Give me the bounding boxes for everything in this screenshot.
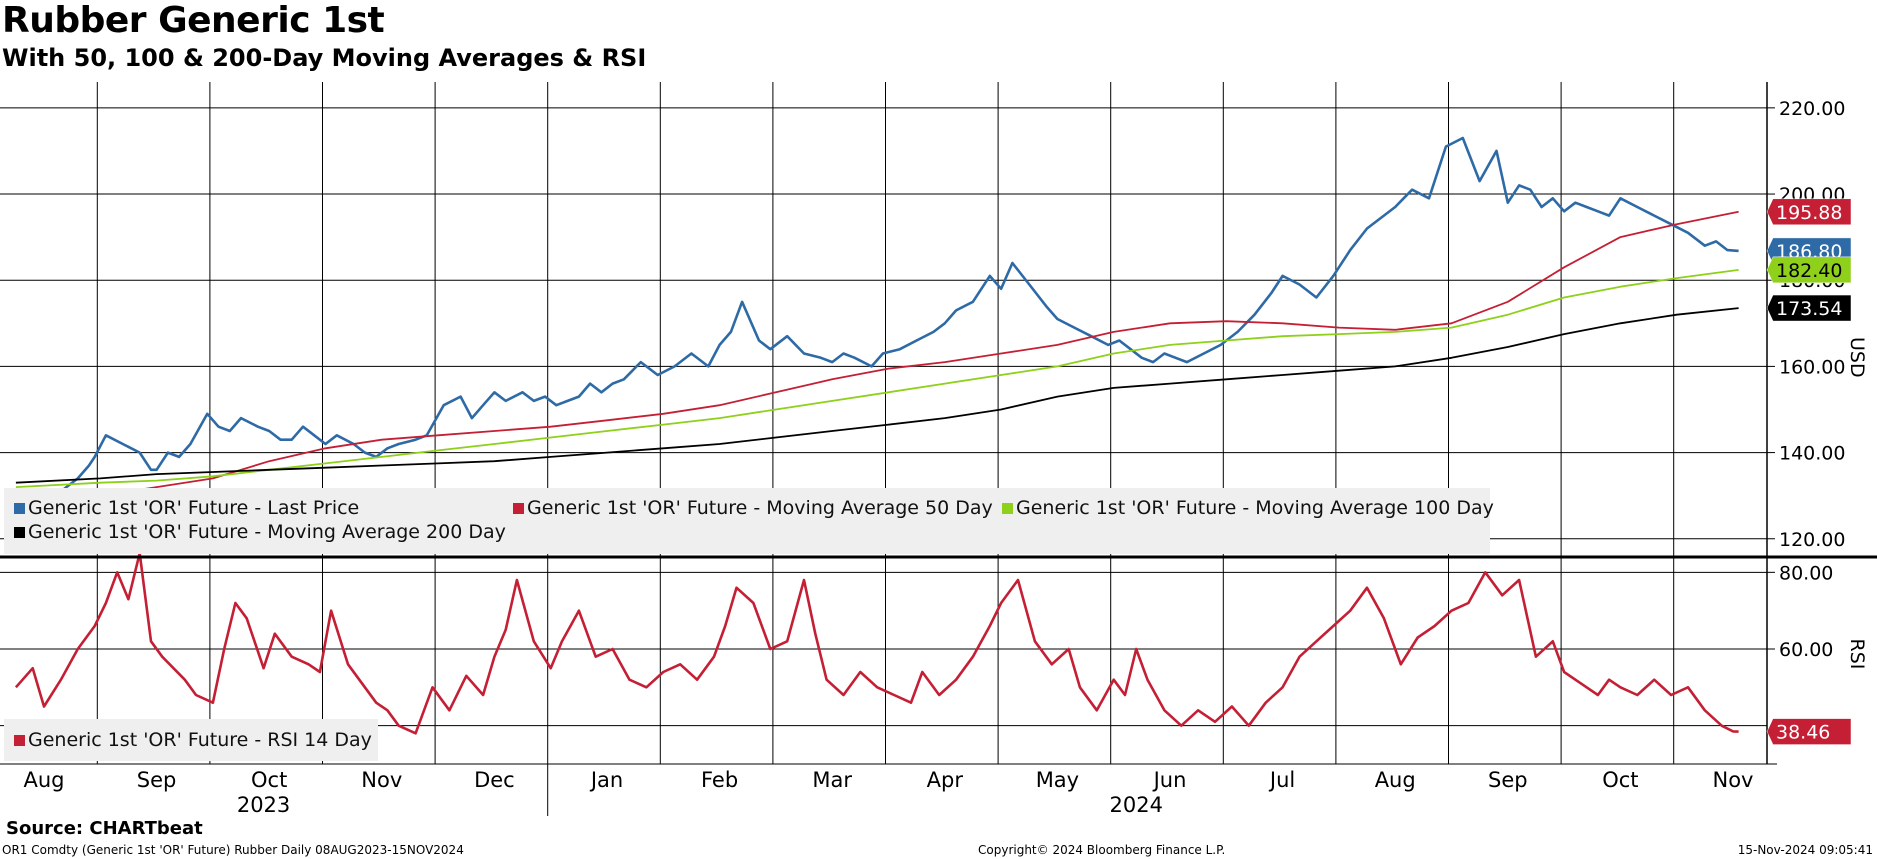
legend-label: Generic 1st 'OR' Future - Moving Average… [527, 497, 993, 519]
price-ytick-label: 220.00 [1779, 98, 1845, 120]
price-legend: Generic 1st 'OR' Future - Last Price Gen… [4, 488, 1494, 554]
axes: 220.00200.00180.00160.00140.00120.0080.0… [0, 82, 1877, 765]
legend-swatch [513, 503, 524, 514]
legend-swatch [14, 527, 25, 538]
legend-item-rsi: Generic 1st 'OR' Future - RSI 14 Day [14, 729, 372, 751]
copyright: Copyright© 2024 Bloomberg Finance L.P. [978, 843, 1226, 857]
rsi-panel-lines [14, 551, 1739, 735]
x-month-label: Jul [1268, 768, 1295, 792]
price-series-line-1 [15, 210, 1739, 497]
x-month-label: Sep [1488, 768, 1528, 792]
legend-label: Generic 1st 'OR' Future - Moving Average… [1016, 497, 1494, 519]
last-value-tag: 182.40 [1766, 256, 1852, 284]
tag-shape [1766, 718, 1852, 745]
tag-value: 38.46 [1776, 722, 1830, 744]
x-month-label: Mar [812, 768, 852, 792]
x-month-label: Jan [589, 768, 623, 792]
x-month-label: May [1036, 768, 1079, 792]
tag-shape [1766, 256, 1852, 284]
tag-value: 182.40 [1776, 260, 1842, 282]
x-month-label: Jun [1152, 768, 1187, 792]
x-month-label: Oct [1602, 768, 1638, 792]
price-series-line-2 [15, 269, 1739, 488]
legend-swatch [1002, 503, 1013, 514]
legend-item-ma100: Generic 1st 'OR' Future - Moving Average… [1002, 497, 1494, 519]
legend-label: Generic 1st 'OR' Future - Last Price [28, 497, 360, 519]
rsi-ytick-label: 60.00 [1779, 639, 1833, 661]
price-axis-title: USD [1846, 337, 1868, 378]
tag-value: 173.54 [1776, 298, 1842, 320]
chart-title: Rubber Generic 1st [2, 0, 385, 41]
x-month-label: Apr [927, 768, 964, 792]
legend-item-ma200: Generic 1st 'OR' Future - Moving Average… [14, 521, 506, 543]
x-month-label: Oct [251, 768, 287, 792]
x-year-label: 2024 [1109, 793, 1162, 817]
x-month-label: Feb [701, 768, 738, 792]
rsi-legend: Generic 1st 'OR' Future - RSI 14 Day [4, 719, 378, 761]
legend-swatch [14, 503, 25, 514]
tag-shape [1766, 198, 1852, 226]
last-value-tag: 173.54 [1766, 294, 1852, 322]
tag-value: 195.88 [1776, 202, 1842, 224]
legend-item-ma50: Generic 1st 'OR' Future - Moving Average… [513, 497, 993, 519]
price-ytick-label: 160.00 [1779, 356, 1845, 378]
chart-subtitle: With 50, 100 & 200-Day Moving Averages &… [2, 44, 647, 72]
source-label: Source: CHARTbeat [6, 818, 203, 839]
price-series-line-0 [15, 136, 1739, 506]
legend-label: Generic 1st 'OR' Future - RSI 14 Day [28, 729, 372, 751]
tag-shape [1766, 294, 1852, 322]
rsi-ytick-label: 80.00 [1779, 562, 1833, 584]
legend-label: Generic 1st 'OR' Future - Moving Average… [28, 521, 506, 543]
x-month-label: Nov [1713, 768, 1754, 792]
legend-item-last-price: Generic 1st 'OR' Future - Last Price [14, 497, 359, 519]
rsi-series-line-0 [14, 551, 1739, 735]
x-month-label: Dec [474, 768, 515, 792]
x-month-label: Sep [137, 768, 177, 792]
rsi-axis-title: RSI [1846, 639, 1868, 670]
last-value-tag: 38.46 [1766, 718, 1852, 745]
ticker-info: OR1 Comdty (Generic 1st 'OR' Future) Rub… [2, 843, 464, 857]
x-month-label: Aug [1375, 768, 1416, 792]
price-ytick-label: 140.00 [1779, 443, 1845, 465]
x-month-label: Aug [23, 768, 64, 792]
x-month-label: Nov [361, 768, 402, 792]
price-panel-lines [15, 136, 1739, 506]
price-ytick-label: 120.00 [1779, 529, 1845, 551]
timestamp: 15-Nov-2024 09:05:41 [1737, 843, 1873, 857]
price-series-line-3 [15, 307, 1739, 484]
last-value-tag: 195.88 [1766, 198, 1852, 226]
x-axis-labels: Aug Sep Oct Nov Dec Jan Feb Mar Apr May Jun Jul Aug S… [23, 764, 1754, 817]
x-year-label: 2023 [237, 793, 290, 817]
legend-swatch [14, 735, 25, 746]
price-panel-grid [0, 82, 1767, 556]
